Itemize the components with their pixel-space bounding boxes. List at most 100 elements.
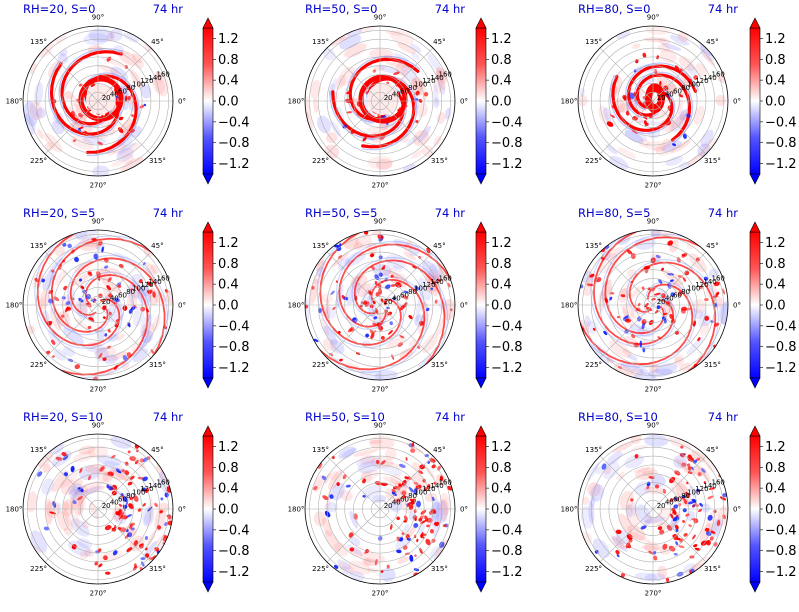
colorbar-tick-label: −1.2 — [765, 565, 797, 580]
colorbar-tick-label: −0.8 — [491, 340, 523, 355]
time-label: 74 hr — [153, 2, 184, 16]
panel-title: RH=20, S=5 — [23, 206, 95, 220]
time-label: 74 hr — [708, 2, 739, 16]
polar-frame — [22, 433, 174, 585]
colorbar-tick-label: −0.4 — [491, 319, 523, 334]
radial-tick-label: 40 — [665, 91, 674, 99]
radial-tick-label: 60 — [118, 291, 127, 299]
colorbar-tick-label: −1.2 — [218, 361, 250, 376]
radial-tick-label: 80 — [408, 84, 417, 92]
angle-tick-label: 90° — [374, 422, 386, 430]
colorbar-tick-label: −0.8 — [765, 544, 797, 559]
angle-tick-label: 180° — [6, 98, 23, 106]
angle-tick-label: 225° — [312, 157, 329, 165]
colorbar-tick-label: −0.4 — [218, 523, 250, 538]
polar-frame — [304, 229, 456, 381]
radial-tick-label: 160 — [439, 70, 452, 78]
colorbar-extend-min — [202, 377, 214, 389]
angle-tick-label: 90° — [92, 14, 104, 22]
angle-tick-label: 45° — [433, 446, 445, 454]
colorbar-tick-label: 1.2 — [218, 440, 239, 455]
angle-tick-label: 270° — [90, 386, 107, 394]
colorbar-extend-min — [475, 173, 487, 185]
radial-tick-label: 80 — [408, 492, 417, 500]
angle-tick-label: 270° — [372, 182, 389, 190]
colorbar-tick-label: −1.2 — [491, 565, 523, 580]
radial-tick-label: 20 — [102, 94, 111, 102]
angle-tick-label: 45° — [706, 242, 718, 250]
radial-tick-label: 120 — [695, 281, 708, 289]
angle-tick-label: 315° — [704, 361, 721, 369]
radial-tick-label: 100 — [687, 81, 700, 89]
radial-tick-label: 120 — [422, 281, 435, 289]
radial-tick-label: 120 — [422, 485, 435, 493]
angle-tick-label: 225° — [585, 157, 602, 165]
colorbar-tick-label: 0.4 — [765, 74, 786, 89]
radial-tick-label: 140 — [430, 74, 443, 82]
colorbar: 1.2 0.8 0.4 0.0 −0.4 −0.8 −1.2 — [749, 425, 797, 593]
colorbar-tick-label: 0.0 — [491, 95, 512, 110]
panel-title: RH=20, S=0 — [23, 2, 95, 16]
colorbar-extend-max — [475, 17, 487, 29]
colorbar-tick-label: 0.8 — [491, 257, 512, 272]
colorbar-tick-label: −0.8 — [765, 136, 797, 151]
colorbar-tick-label: −0.8 — [491, 136, 523, 151]
radial-tick-label: 60 — [118, 495, 127, 503]
colorbar-tick-label: 1.2 — [765, 440, 786, 455]
angle-tick-label: 180° — [288, 98, 305, 106]
radial-tick-label: 40 — [110, 91, 119, 99]
radial-tick-label: 20 — [384, 94, 393, 102]
radial-tick-label: 100 — [132, 81, 145, 89]
angle-tick-label: 270° — [645, 386, 662, 394]
colorbar-extend-max — [202, 221, 214, 233]
angle-tick-label: 270° — [645, 182, 662, 190]
radial-tick-label: 160 — [439, 274, 452, 282]
colorbar-extend-max — [202, 425, 214, 437]
angle-tick-label: 225° — [312, 361, 329, 369]
polar-grid — [305, 26, 455, 176]
time-label: 74 hr — [708, 410, 739, 424]
colorbar-tick-label: −0.4 — [218, 115, 250, 130]
polar-frame — [577, 25, 729, 177]
radial-tick-label: 40 — [392, 499, 401, 507]
angle-tick-label: 315° — [431, 157, 448, 165]
angle-tick-label: 0° — [733, 302, 741, 310]
angle-tick-label: 0° — [178, 302, 186, 310]
radial-tick-label: 160 — [712, 478, 725, 486]
polar-panel: 0°45°90°135°180°225°270°315°20 40 60 801001… — [6, 206, 250, 394]
colorbar-tick-label: 0.8 — [491, 461, 512, 476]
angle-tick-label: 270° — [90, 182, 107, 190]
colorbar-extend-max — [749, 425, 761, 437]
polar-frame — [304, 433, 456, 585]
colorbar-tick-label: −0.4 — [765, 115, 797, 130]
angle-tick-label: 0° — [178, 506, 186, 514]
angle-tick-label: 90° — [647, 218, 659, 226]
colorbar-extend-max — [475, 425, 487, 437]
polar-panel: 0°45°90°135°180°225°270°315°20 40 60 801001… — [288, 410, 523, 598]
polar-grid — [23, 434, 173, 584]
radial-tick-label: 60 — [673, 87, 682, 95]
polar-panel: 0°45°90°135°180°225°270°315°20 40 60 801001… — [6, 410, 250, 598]
radial-tick-label: 80 — [126, 288, 135, 296]
angle-tick-label: 90° — [374, 14, 386, 22]
colorbar-tick-label: 1.2 — [491, 32, 512, 47]
time-label: 74 hr — [153, 206, 184, 220]
radial-tick-label: 60 — [400, 291, 409, 299]
colorbar-tick-label: −0.4 — [765, 523, 797, 538]
colorbar-tick-label: −0.4 — [491, 115, 523, 130]
time-label: 74 hr — [435, 206, 466, 220]
panel-title: RH=20, S=10 — [23, 410, 103, 424]
angle-tick-label: 270° — [372, 590, 389, 598]
angle-tick-label: 315° — [704, 157, 721, 165]
radial-tick-label: 140 — [703, 74, 716, 82]
vorticity-field — [23, 230, 173, 380]
radial-tick-label: 120 — [695, 77, 708, 85]
colorbar: 1.2 0.8 0.4 0.0 −0.4 −0.8 −1.2 — [202, 425, 250, 593]
time-label: 74 hr — [435, 2, 466, 16]
radial-tick-label: 80 — [126, 84, 135, 92]
radial-tick-label: 80 — [126, 492, 135, 500]
colorbar-extend-min — [475, 581, 487, 593]
radial-tick-label: 100 — [132, 489, 145, 497]
radial-tick-label: 100 — [687, 285, 700, 293]
